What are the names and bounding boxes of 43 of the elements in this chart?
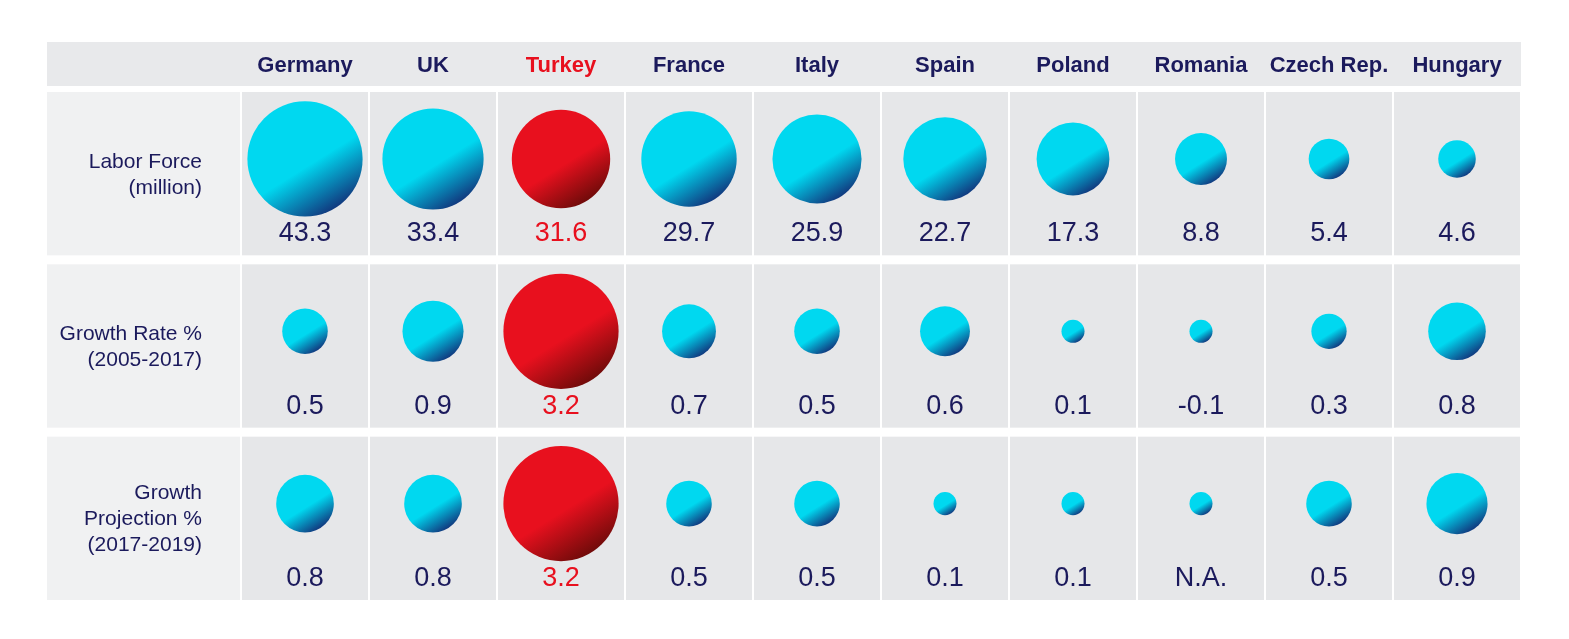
data-label: 0.9 bbox=[1438, 562, 1476, 592]
x-tick-label: Spain bbox=[915, 52, 975, 77]
data-label: 0.5 bbox=[798, 389, 836, 420]
data-label: 8.8 bbox=[1182, 217, 1220, 248]
x-tick-label: Turkey bbox=[525, 52, 598, 77]
data-label: 0.7 bbox=[670, 389, 708, 420]
data-label: 0.1 bbox=[1054, 389, 1092, 420]
data-label: 0.3 bbox=[1310, 389, 1348, 420]
x-tick-label: Hungary bbox=[1412, 52, 1503, 77]
data-label: -0.1 bbox=[1177, 389, 1225, 420]
data-label: 3.2 bbox=[542, 562, 580, 592]
data-label: 0.5 bbox=[670, 562, 708, 592]
data-label: 0.1 bbox=[926, 562, 964, 592]
x-tick-label: Czech Rep. bbox=[1269, 52, 1389, 77]
text: N.A. bbox=[1174, 562, 1228, 592]
data-label: 0.8 bbox=[414, 562, 452, 592]
data-label: 4.6 bbox=[1438, 217, 1476, 248]
data-label: 17.3 bbox=[1046, 217, 1100, 248]
data-label: 0.8 bbox=[286, 562, 324, 592]
y-tick-label: Growth Rate % (2005-2017) bbox=[59, 321, 202, 370]
data-label: 0.8 bbox=[1438, 389, 1476, 420]
data-label: 33.4 bbox=[406, 217, 460, 248]
data-label: 29.7 bbox=[662, 217, 716, 248]
data-label: 0.5 bbox=[1310, 562, 1348, 592]
data-label: 0.5 bbox=[798, 562, 836, 592]
x-tick-label: UK bbox=[417, 52, 449, 77]
x-tick-label: Germany bbox=[257, 52, 354, 77]
data-label: 25.9 bbox=[790, 217, 844, 248]
data-label: 22.7 bbox=[918, 217, 972, 248]
data-label: 3.2 bbox=[542, 389, 580, 420]
x-tick-label: France bbox=[652, 52, 726, 77]
y-tick-label: Growth Projection % (2017-2019) bbox=[84, 480, 202, 556]
data-label: 0.1 bbox=[1054, 562, 1092, 592]
x-tick-label: Poland bbox=[1036, 52, 1110, 77]
data-label: 43.3 bbox=[278, 217, 332, 248]
x-tick-label: Italy bbox=[794, 52, 840, 77]
data-label: 5.4 bbox=[1310, 217, 1348, 248]
data-label: 31.6 bbox=[534, 217, 588, 248]
x-tick-label: Romania bbox=[1154, 52, 1249, 77]
data-label: 0.9 bbox=[414, 389, 452, 420]
data-label: 0.6 bbox=[926, 389, 964, 420]
y-tick-label: Labor Force (million) bbox=[88, 148, 202, 198]
data-label: 0.5 bbox=[286, 389, 324, 420]
